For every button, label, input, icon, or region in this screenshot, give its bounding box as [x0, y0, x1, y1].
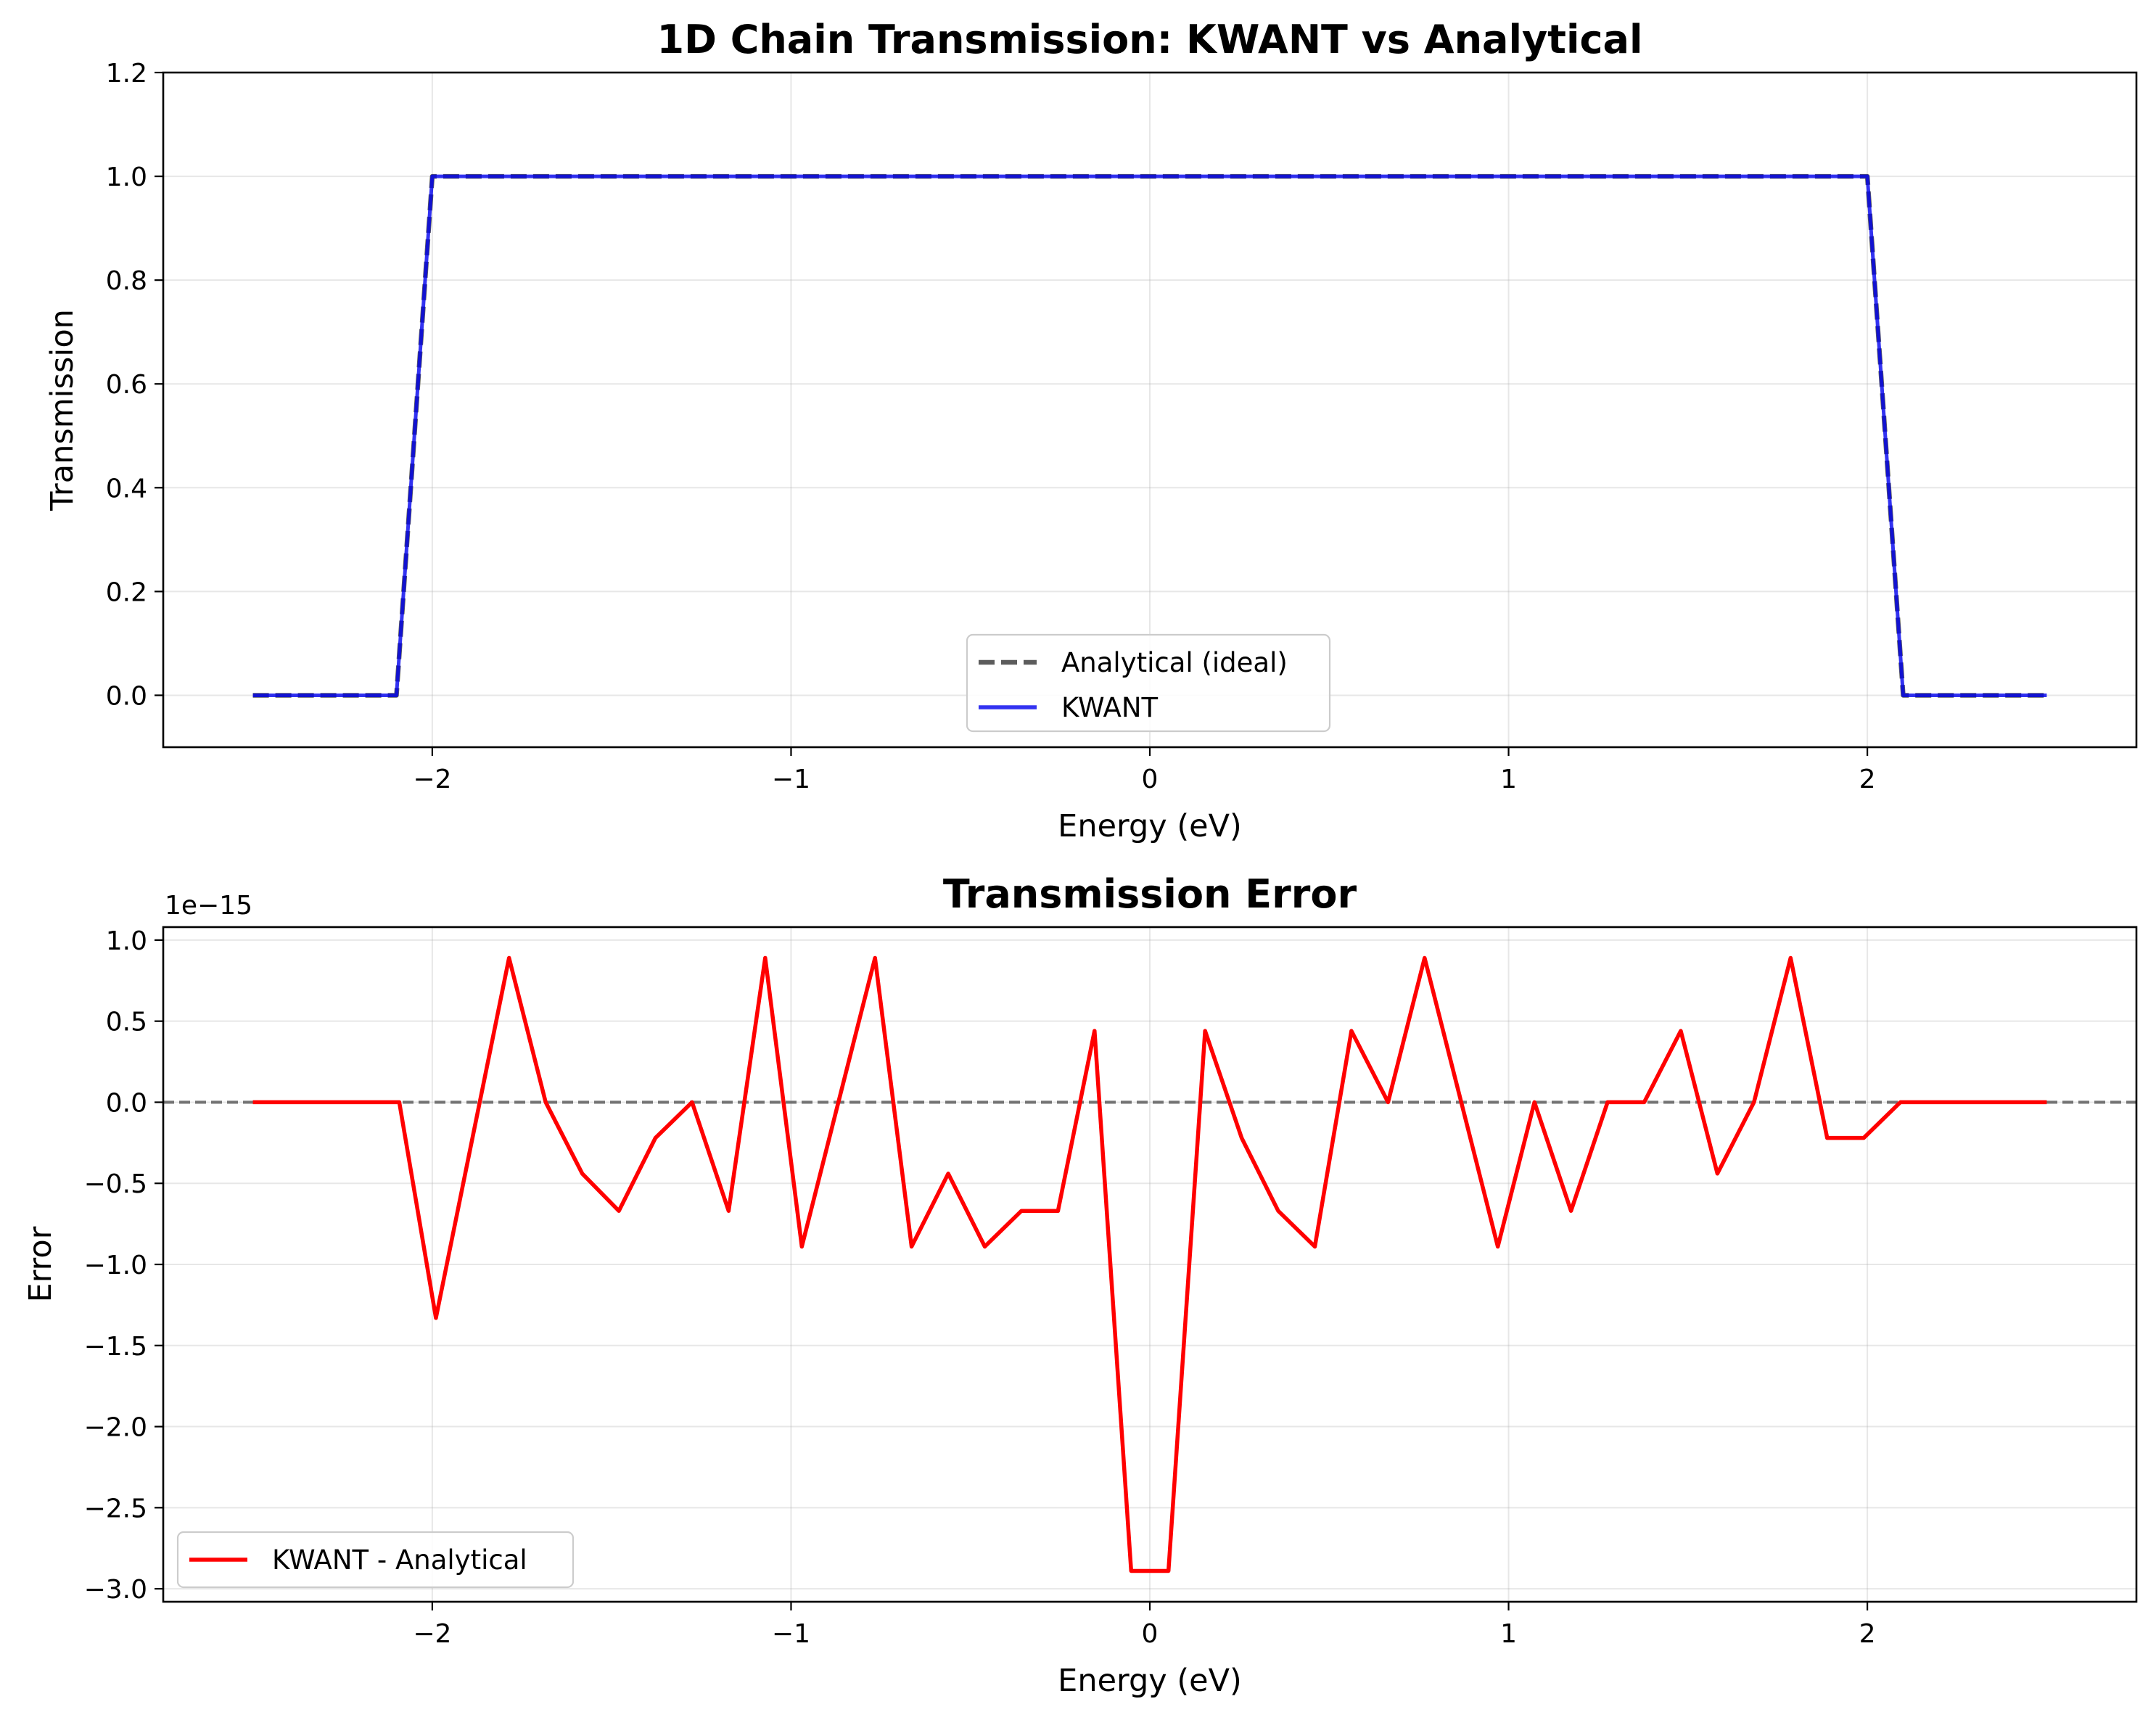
chart-title: Transmission Error	[943, 871, 1357, 917]
y-tick-label: −3.0	[84, 1575, 147, 1605]
x-tick-label: −2	[413, 1619, 451, 1649]
transmission-panel: −2 −1 0 1 2 0.0 0.2 0.4 0.6 0.8 1.0 1.2 1D Chain Tra…	[44, 17, 2138, 844]
y-tick-label: 1.0	[106, 926, 147, 956]
legend: Analytical (ideal) KWANT	[966, 633, 1331, 733]
y-tick-label: 0.5	[106, 1008, 147, 1037]
x-tick-label: −2	[413, 765, 451, 794]
legend-frame	[176, 1531, 575, 1589]
legend: KWANT - Analytical	[176, 1531, 575, 1589]
y-tick-label: 0.0	[106, 1088, 147, 1118]
y-tick-label: −1.0	[84, 1251, 147, 1280]
y-tick-label: −2.0	[84, 1413, 147, 1443]
legend-label: KWANT	[1061, 692, 1158, 723]
y-tick-label: 0.6	[106, 370, 147, 400]
legend-label: KWANT - Analytical	[272, 1544, 527, 1576]
x-tick-label: −1	[772, 1619, 810, 1649]
x-tick-label: −1	[772, 765, 810, 794]
x-tick-label: 0	[1142, 765, 1159, 794]
error-panel: −2 −1 0 1 2 1.0 0.5 0.0 −0.5 −1.0 −1.5 −2.0 −2.5 −3.0…	[22, 871, 2138, 1699]
x-tick-label: 1	[1500, 765, 1517, 794]
y-axis-label: Transmission	[44, 309, 81, 511]
y-tick-label: −2.5	[84, 1494, 147, 1523]
x-tick-label: 2	[1859, 765, 1876, 794]
x-axis-label: Energy (eV)	[1058, 1663, 1242, 1699]
y-tick-label: −0.5	[84, 1169, 147, 1199]
x-tick-label: 0	[1142, 1619, 1159, 1649]
y-offset-text: 1e−15	[165, 891, 252, 921]
y-tick-label: −1.5	[84, 1332, 147, 1362]
series-line-kwant	[252, 174, 2047, 697]
x-axis-label: Energy (eV)	[1058, 808, 1242, 844]
legend-label: Analytical (ideal)	[1061, 647, 1288, 678]
y-tick-label: 0.2	[106, 577, 147, 607]
series-line-kwant-analytical	[252, 955, 2047, 1573]
y-tick-label: 1.2	[106, 59, 147, 89]
y-axis-label: Error	[22, 1226, 59, 1302]
legend-frame	[966, 633, 1331, 733]
y-tick-label: 1.0	[106, 162, 147, 192]
grid	[163, 927, 2136, 1602]
chart-title: 1D Chain Transmission: KWANT vs Analytic…	[657, 17, 1643, 62]
x-tick-label: 2	[1859, 1619, 1876, 1649]
x-tick-label: 1	[1500, 1619, 1517, 1649]
y-tick-label: 0.0	[106, 681, 147, 711]
y-tick-label: 0.4	[106, 474, 147, 503]
y-tick-label: 0.8	[106, 266, 147, 296]
